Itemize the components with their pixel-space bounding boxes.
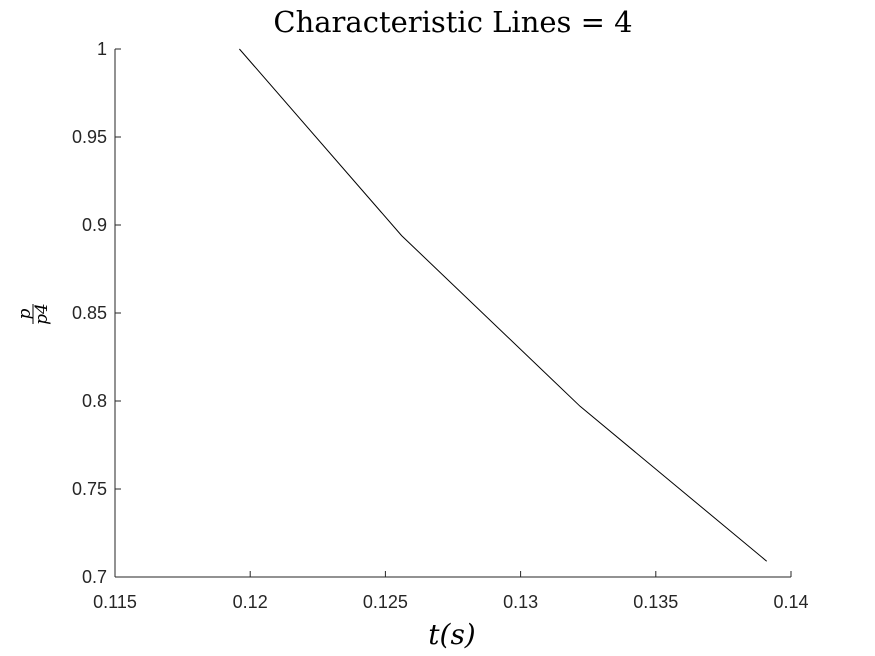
chart-title: Characteristic Lines = 4 (273, 5, 632, 39)
y-tick-label: 0.95 (72, 127, 107, 147)
y-tick-label: 0.75 (72, 479, 107, 499)
y-tick-label: 0.9 (82, 215, 107, 235)
x-tick-label: 0.115 (93, 592, 137, 612)
x-ticks: 0.115 0.12 0.125 0.13 0.135 0.14 (93, 571, 809, 612)
x-tick-label: 0.125 (363, 592, 408, 612)
x-axis-label: t(s) (428, 618, 475, 651)
x-tick-label: 0.13 (503, 592, 538, 612)
series-line (239, 48, 768, 562)
x-tick-label: 0.135 (633, 592, 678, 612)
y-tick-label: 1 (97, 39, 107, 59)
y-tick-label: 0.8 (82, 391, 107, 411)
x-tick-label: 0.14 (773, 592, 808, 612)
y-ticks: 0.7 0.75 0.8 0.85 0.9 0.95 1 (72, 39, 121, 587)
y-tick-label: 0.85 (72, 303, 107, 323)
y-axis-label-denominator: p4 (32, 303, 52, 325)
y-axis-label: p p4 (15, 303, 52, 325)
x-tick-label: 0.12 (233, 592, 268, 612)
y-axis-label-numerator: p (15, 308, 35, 319)
plot-series (239, 48, 768, 562)
y-tick-label: 0.7 (82, 567, 107, 587)
